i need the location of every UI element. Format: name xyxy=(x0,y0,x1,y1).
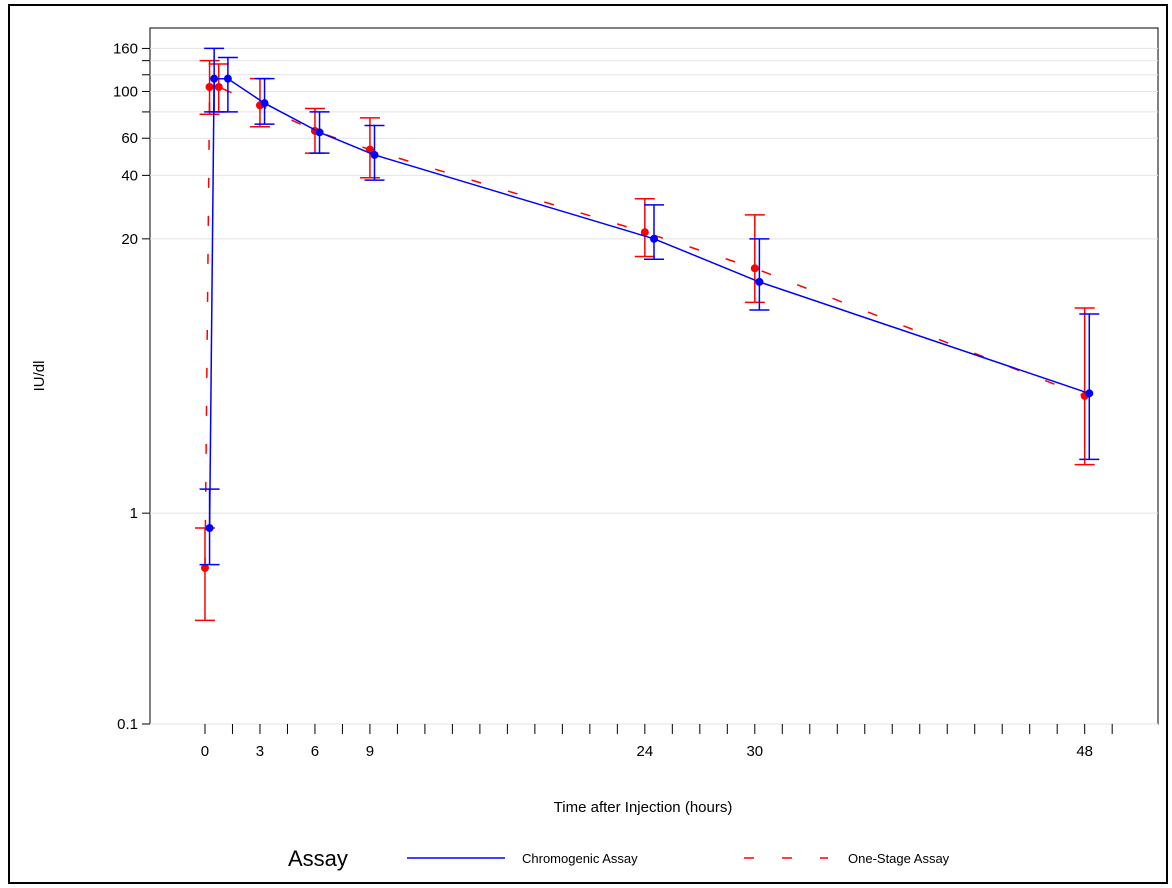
series-chromogenic-assay xyxy=(199,47,1100,566)
x-tick-label: 48 xyxy=(1076,743,1093,760)
x-tick-label: 30 xyxy=(746,743,763,760)
legend-title: Assay xyxy=(288,846,348,871)
data-point xyxy=(315,128,324,137)
x-tick-label: 24 xyxy=(636,743,653,760)
y-axis: 0.1 1 20 40 60 100 160 xyxy=(113,40,150,733)
y-tick-label: 160 xyxy=(113,40,138,57)
chart: 0.1 1 20 40 60 100 160 0 3 6 9 24 30 48 IU/dl Time a… xyxy=(31,27,1159,871)
x-tick-label: 6 xyxy=(311,743,319,760)
data-point xyxy=(750,264,759,273)
data-point xyxy=(210,74,219,83)
data-point xyxy=(214,83,223,92)
y-tick-label: 0.1 xyxy=(117,716,138,733)
y-tick-label: 40 xyxy=(121,167,138,184)
series-layer xyxy=(194,47,1100,622)
data-point xyxy=(370,150,379,159)
gridlines xyxy=(150,47,1158,725)
x-axis-title: Time after Injection (hours) xyxy=(554,799,733,816)
data-point xyxy=(200,563,209,572)
y-tick-label: 20 xyxy=(121,231,138,248)
data-point xyxy=(640,228,649,237)
y-tick-label: 60 xyxy=(121,130,138,147)
legend: Assay Chromogenic Assay One-Stage Assay xyxy=(288,846,950,871)
x-axis: 0 3 6 9 24 30 48 xyxy=(201,724,1113,760)
x-tick-label: 0 xyxy=(201,743,209,760)
data-point xyxy=(205,524,214,533)
legend-label-chromogenic: Chromogenic Assay xyxy=(522,851,638,866)
data-point xyxy=(755,277,764,286)
x-tick-label: 9 xyxy=(366,743,374,760)
chart-frame: 0.1 1 20 40 60 100 160 0 3 6 9 24 30 48 IU/dl Time a… xyxy=(8,4,1168,884)
x-tick-label: 3 xyxy=(256,743,264,760)
data-point xyxy=(223,74,232,83)
series-one-stage-assay xyxy=(194,59,1095,622)
y-axis-title: IU/dl xyxy=(31,361,48,392)
plot-area xyxy=(149,27,1159,725)
data-point xyxy=(205,83,214,92)
data-point xyxy=(650,234,658,243)
y-tick-label: 100 xyxy=(113,83,138,100)
data-point xyxy=(1085,389,1094,398)
y-tick-label: 1 xyxy=(130,505,138,522)
data-point xyxy=(260,99,269,108)
legend-label-one-stage: One-Stage Assay xyxy=(848,851,950,866)
